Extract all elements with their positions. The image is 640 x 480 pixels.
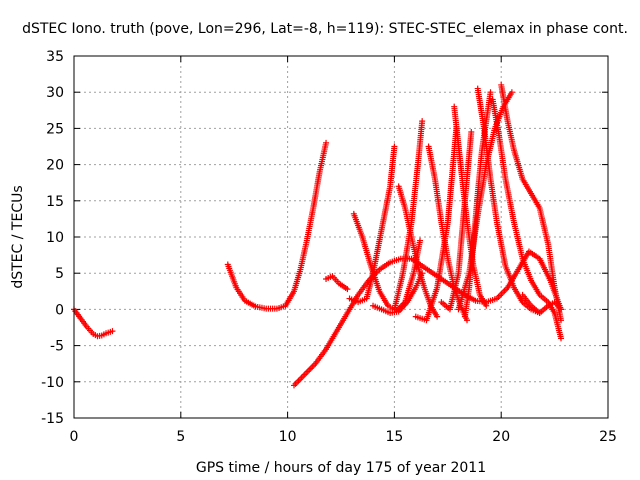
series-16 (489, 96, 565, 342)
series-19 (519, 291, 565, 317)
data-points (71, 81, 565, 389)
y-axis-label: dSTEC / TECUs (10, 185, 26, 288)
data-point (558, 335, 565, 342)
series-1 (71, 306, 116, 340)
x-tick-label: 20 (492, 429, 510, 445)
data-point (344, 286, 351, 293)
chart-title: dSTEC Iono. truth (pove, Lon=296, Lat=-8… (22, 21, 628, 37)
x-tick-label: 0 (70, 429, 79, 445)
series-15 (474, 85, 543, 317)
x-tick-label: 10 (279, 429, 297, 445)
y-tick-label: 35 (46, 49, 64, 65)
data-point (558, 317, 565, 324)
series-9 (391, 118, 426, 313)
data-point (508, 89, 515, 96)
x-tick-label: 25 (599, 429, 617, 445)
y-tick-label: -10 (41, 375, 64, 391)
y-tick-label: 20 (46, 158, 64, 174)
y-tick-label: 15 (46, 194, 64, 210)
data-point (558, 306, 565, 313)
y-tick-label: 30 (46, 85, 64, 101)
data-point (323, 139, 330, 146)
data-point (434, 313, 441, 320)
y-tick-label: 10 (46, 230, 64, 246)
y-tick-label: 25 (46, 121, 64, 137)
data-point (464, 317, 471, 324)
data-point (487, 89, 494, 96)
grid (74, 56, 608, 418)
series-4 (323, 273, 351, 293)
y-tick-label: -15 (41, 411, 64, 427)
data-point (391, 143, 398, 150)
data-point (483, 302, 490, 309)
plot-frame (73, 55, 609, 419)
series-5 (350, 210, 424, 314)
x-tick-label: 15 (385, 429, 403, 445)
series-18 (461, 89, 494, 320)
series-2 (224, 139, 330, 312)
series-17 (498, 81, 565, 324)
series-13 (438, 129, 475, 313)
axis-ticks: 0 5 10 15 20 25 -15 -10 -5 0 5 10 15 20 25 30 35 (41, 49, 617, 445)
data-point (419, 118, 426, 125)
series-6 (346, 143, 398, 306)
y-tick-label: 5 (55, 266, 64, 282)
y-tick-label: -5 (50, 339, 64, 355)
data-point (468, 129, 475, 136)
x-axis-label: GPS time / hours of day 175 of year 2011 (196, 460, 486, 476)
x-tick-label: 5 (176, 429, 185, 445)
data-point (109, 328, 116, 335)
y-tick-label: 0 (55, 302, 64, 318)
series-11 (412, 125, 460, 324)
data-point (417, 237, 424, 244)
